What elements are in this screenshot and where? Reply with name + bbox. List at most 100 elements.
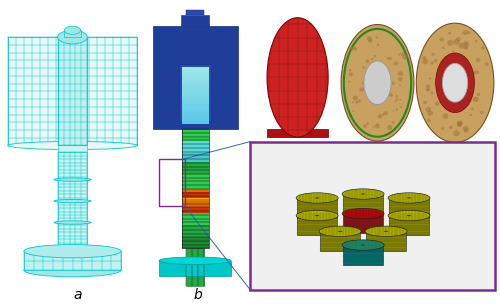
Bar (182, 197, 208, 201)
Ellipse shape (378, 73, 379, 75)
Ellipse shape (398, 54, 400, 55)
Ellipse shape (469, 73, 474, 78)
Bar (297, 198, 337, 218)
Ellipse shape (366, 92, 368, 94)
Ellipse shape (352, 95, 358, 100)
Ellipse shape (426, 84, 430, 88)
Ellipse shape (453, 130, 460, 136)
Bar (182, 149, 208, 153)
Bar (186, 10, 204, 15)
Ellipse shape (430, 61, 434, 65)
Bar (58, 37, 88, 145)
Ellipse shape (449, 126, 453, 129)
Ellipse shape (389, 93, 393, 97)
Bar (182, 90, 208, 93)
Bar (182, 245, 208, 249)
Bar (182, 112, 208, 116)
Bar (182, 70, 208, 73)
Bar (182, 15, 208, 26)
Ellipse shape (360, 87, 364, 92)
Ellipse shape (436, 82, 442, 87)
Bar (182, 109, 208, 113)
Bar (182, 72, 208, 76)
Ellipse shape (482, 47, 485, 50)
Bar (182, 140, 208, 144)
Ellipse shape (361, 193, 366, 195)
Ellipse shape (388, 57, 392, 60)
Ellipse shape (54, 221, 91, 224)
Ellipse shape (436, 53, 474, 113)
Bar (343, 245, 383, 265)
Bar (182, 161, 208, 165)
Ellipse shape (400, 106, 402, 108)
Ellipse shape (474, 70, 479, 75)
Bar (182, 107, 208, 110)
Bar (182, 92, 208, 96)
Ellipse shape (428, 119, 431, 122)
Ellipse shape (342, 189, 384, 199)
Ellipse shape (374, 124, 380, 128)
Ellipse shape (353, 47, 357, 51)
Ellipse shape (355, 101, 358, 103)
Ellipse shape (296, 210, 338, 221)
Ellipse shape (319, 226, 361, 237)
Bar (159, 261, 231, 276)
Bar (182, 67, 208, 70)
Bar (182, 191, 208, 195)
Ellipse shape (471, 107, 474, 110)
Ellipse shape (442, 113, 448, 119)
Ellipse shape (476, 58, 480, 62)
Bar (24, 251, 121, 270)
Ellipse shape (434, 59, 438, 63)
Ellipse shape (296, 193, 338, 203)
Ellipse shape (466, 47, 468, 49)
Ellipse shape (436, 74, 442, 79)
Ellipse shape (364, 61, 391, 105)
Ellipse shape (396, 109, 398, 111)
Ellipse shape (442, 75, 446, 79)
Ellipse shape (371, 58, 374, 60)
Ellipse shape (394, 100, 396, 102)
Ellipse shape (448, 32, 451, 34)
Ellipse shape (464, 72, 468, 76)
Ellipse shape (386, 57, 389, 59)
Ellipse shape (372, 126, 374, 128)
Bar (182, 129, 208, 249)
Ellipse shape (447, 40, 454, 46)
Ellipse shape (422, 56, 426, 60)
Ellipse shape (368, 39, 372, 43)
Ellipse shape (24, 245, 121, 258)
Ellipse shape (470, 114, 472, 116)
Bar (182, 152, 208, 156)
Ellipse shape (315, 215, 320, 216)
Bar (58, 152, 88, 250)
Bar (186, 249, 204, 286)
Ellipse shape (446, 96, 450, 101)
Ellipse shape (454, 77, 460, 82)
Ellipse shape (8, 141, 138, 150)
Bar (182, 194, 208, 198)
Bar (182, 212, 208, 216)
Ellipse shape (366, 122, 369, 125)
Ellipse shape (267, 18, 328, 137)
Bar (182, 221, 208, 225)
Ellipse shape (462, 59, 464, 61)
Bar (182, 179, 208, 183)
Bar (182, 147, 208, 150)
Bar (182, 239, 208, 242)
Text: a: a (73, 288, 82, 302)
Ellipse shape (396, 95, 398, 97)
Text: b: b (193, 288, 202, 302)
Bar (343, 214, 383, 233)
Bar (179, 64, 211, 121)
Bar (182, 170, 208, 174)
Bar (152, 26, 238, 129)
Bar (182, 185, 208, 189)
Bar (343, 194, 383, 214)
Ellipse shape (423, 101, 427, 104)
Ellipse shape (64, 26, 80, 34)
Ellipse shape (376, 36, 378, 38)
Ellipse shape (363, 124, 367, 128)
Ellipse shape (378, 114, 382, 119)
Bar (182, 98, 208, 101)
